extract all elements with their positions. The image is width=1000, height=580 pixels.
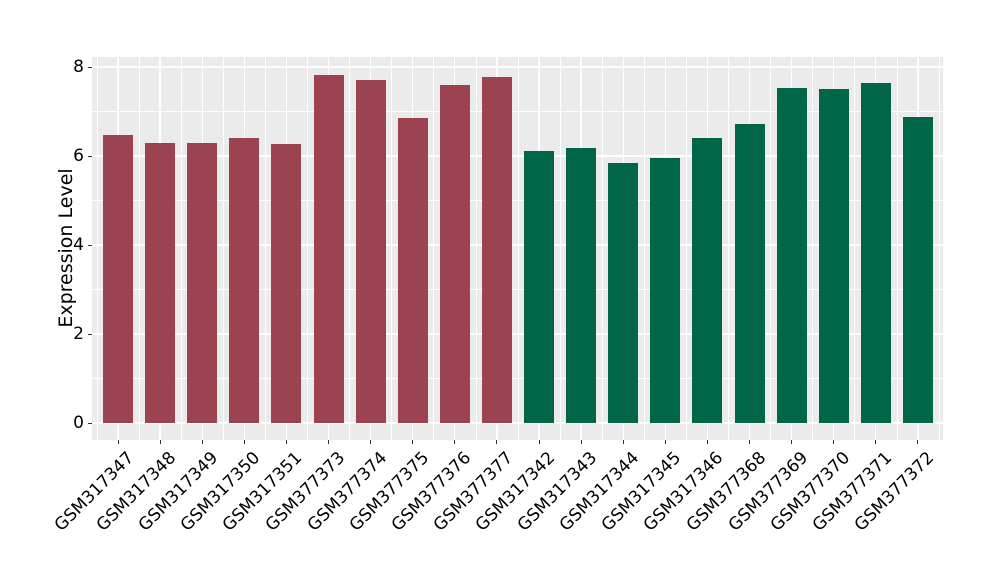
gridline-minor-x <box>854 57 856 440</box>
gridline-minor-x <box>180 57 182 440</box>
gridline-major-y <box>92 66 943 68</box>
bar-GSM317345 <box>650 158 681 423</box>
x-tick-mark <box>749 440 751 444</box>
x-tick-mark <box>706 440 708 444</box>
gridline-major-y <box>92 244 943 246</box>
x-tick-mark <box>664 440 666 444</box>
x-tick-mark <box>833 440 835 444</box>
bar-GSM317350 <box>229 137 260 423</box>
y-tick-label: 2 <box>73 324 84 344</box>
x-tick-mark <box>159 440 161 444</box>
y-tick-label: 6 <box>73 146 84 166</box>
bar-GSM317346 <box>692 137 723 423</box>
bar-GSM377370 <box>818 89 849 423</box>
bar-GSM377369 <box>776 88 807 423</box>
x-tick-mark <box>622 440 624 444</box>
bar-GSM377373 <box>313 75 344 423</box>
x-tick-mark <box>117 440 119 444</box>
gridline-minor-x <box>896 57 898 440</box>
y-tick-label: 0 <box>73 413 84 433</box>
x-tick-mark <box>538 440 540 444</box>
x-tick-mark <box>875 440 877 444</box>
bar-GSM317347 <box>103 135 133 423</box>
bar-GSM377368 <box>734 123 765 423</box>
bar-GSM317349 <box>187 142 218 423</box>
bar-GSM377376 <box>439 84 470 423</box>
gridline-minor-x <box>938 57 940 440</box>
x-tick-mark <box>243 440 245 444</box>
gridline-minor-x <box>222 57 224 440</box>
y-tick-mark <box>88 333 92 335</box>
gridline-minor-x <box>686 57 687 440</box>
y-tick-mark <box>88 244 92 246</box>
gridline-minor-y <box>92 378 943 379</box>
x-tick-mark <box>370 440 372 444</box>
x-tick-mark <box>285 440 287 444</box>
gridline-major-y <box>92 155 943 157</box>
x-tick-mark <box>917 440 919 444</box>
gridline-minor-y <box>92 289 943 290</box>
gridline-minor-x <box>601 57 603 440</box>
x-tick-mark <box>454 440 456 444</box>
bar-GSM317344 <box>608 162 639 423</box>
y-tick-mark <box>88 422 92 424</box>
x-tick-mark <box>580 440 582 444</box>
x-tick-mark <box>201 440 203 444</box>
gridline-minor-x <box>517 57 519 440</box>
bar-GSM377377 <box>481 77 512 423</box>
gridline-minor-x <box>728 57 729 440</box>
bar-GSM377372 <box>902 117 933 423</box>
gridline-minor-x <box>475 57 477 440</box>
y-tick-label: 8 <box>73 57 84 77</box>
plot-panel <box>92 57 943 440</box>
gridline-minor-x <box>643 57 645 440</box>
bar-GSM377371 <box>860 83 891 423</box>
bar-GSM317348 <box>145 142 176 423</box>
y-tick-label: 4 <box>73 235 84 255</box>
gridline-minor-x <box>138 57 140 440</box>
bar-GSM317351 <box>271 143 302 423</box>
gridline-minor-x <box>559 57 561 440</box>
gridline-major-y <box>92 422 943 424</box>
bar-GSM377375 <box>397 118 428 423</box>
gridline-minor-x <box>96 57 98 440</box>
gridline-minor-x <box>349 57 350 440</box>
x-tick-mark <box>791 440 793 444</box>
y-tick-mark <box>88 155 92 157</box>
x-tick-mark <box>496 440 498 444</box>
gridline-minor-x <box>391 57 392 440</box>
y-tick-mark <box>88 66 92 68</box>
gridline-minor-x <box>307 57 308 440</box>
bar-GSM317342 <box>524 150 554 423</box>
gridline-major-y <box>92 333 943 335</box>
x-tick-mark <box>328 440 330 444</box>
gridline-minor-y <box>92 111 943 112</box>
gridline-minor-x <box>433 57 435 440</box>
gridline-minor-x <box>770 57 771 440</box>
gridline-minor-x <box>812 57 813 440</box>
gridline-minor-y <box>92 200 943 201</box>
bar-GSM317343 <box>566 148 597 423</box>
x-tick-mark <box>412 440 414 444</box>
gridline-minor-x <box>265 57 266 440</box>
bar-GSM377374 <box>355 79 386 423</box>
